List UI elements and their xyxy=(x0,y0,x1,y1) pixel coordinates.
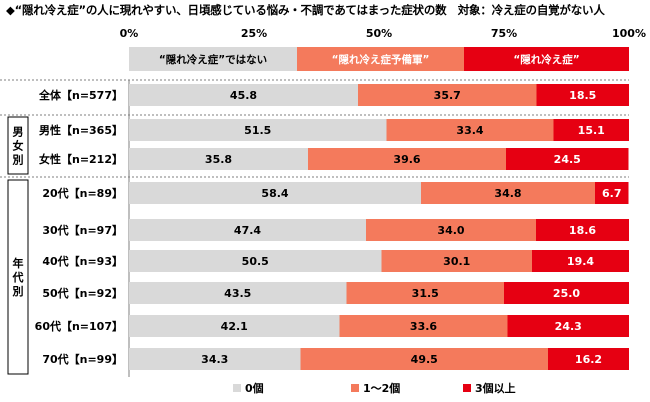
category-label: 60代【n=107】 xyxy=(35,319,123,333)
bar-segment xyxy=(129,182,421,204)
x-tick-label: 25% xyxy=(241,27,267,40)
data-label: 31.5 xyxy=(412,287,439,300)
header-segment-label: “隠れ冷え症予備軍” xyxy=(332,53,430,66)
category-label: 40代【n=93】 xyxy=(42,254,123,268)
data-label: 18.6 xyxy=(569,224,596,237)
bar-segment xyxy=(346,282,504,304)
group-box xyxy=(7,179,29,375)
data-label: 33.4 xyxy=(456,124,483,137)
bar-segment xyxy=(504,282,629,304)
header-segment xyxy=(129,47,297,71)
data-label: 39.6 xyxy=(393,153,420,166)
data-label: 6.7 xyxy=(602,187,622,200)
data-label: 34.3 xyxy=(201,353,228,366)
bar-segment xyxy=(129,282,347,304)
data-label: 33.6 xyxy=(410,320,437,333)
legend-label: 0個 xyxy=(245,381,264,395)
legend-swatch xyxy=(351,384,359,392)
category-label: 女性【n=212】 xyxy=(39,152,123,166)
category-label: 50代【n=92】 xyxy=(42,286,123,300)
data-label: 24.3 xyxy=(555,320,582,333)
header-segment xyxy=(464,47,629,71)
bar-segment xyxy=(507,315,629,337)
bar-segment xyxy=(366,219,536,241)
data-label: 25.0 xyxy=(553,287,580,300)
bar-segment xyxy=(536,84,629,106)
header-segment xyxy=(297,47,464,71)
x-tick-label: 75% xyxy=(491,27,517,40)
x-tick-label: 100% xyxy=(612,27,646,40)
bar-segment xyxy=(386,119,554,141)
bar-segment xyxy=(129,148,308,170)
legend-swatch xyxy=(233,384,241,392)
bar-segment xyxy=(129,315,340,337)
legend-label: 1～2個 xyxy=(363,381,400,395)
group-label-char: 年 xyxy=(13,256,24,270)
data-label: 24.5 xyxy=(554,153,581,166)
bar-segment xyxy=(129,119,387,141)
data-label: 58.4 xyxy=(261,187,288,200)
bar-segment xyxy=(308,148,506,170)
bar-segment xyxy=(129,219,366,241)
data-label: 35.7 xyxy=(434,89,461,102)
data-label: 49.5 xyxy=(411,353,438,366)
bar-segment xyxy=(532,250,629,272)
data-label: 47.4 xyxy=(234,224,261,237)
data-label: 43.5 xyxy=(224,287,251,300)
bar-segment xyxy=(421,182,595,204)
data-label: 34.0 xyxy=(437,224,464,237)
bar-segment xyxy=(358,84,537,106)
category-label: 70代【n=99】 xyxy=(42,352,123,366)
header-segment-label: “隠れ冷え症”ではない xyxy=(159,53,267,66)
data-label: 16.2 xyxy=(575,353,602,366)
data-label: 45.8 xyxy=(230,89,257,102)
group-box xyxy=(7,116,29,175)
x-tick-label: 0% xyxy=(120,27,139,40)
data-label: 50.5 xyxy=(242,255,269,268)
category-label: 男性【n=365】 xyxy=(39,123,123,137)
legend-swatch xyxy=(463,384,471,392)
bar-segment xyxy=(339,315,508,337)
bar-segment xyxy=(548,348,629,370)
data-label: 34.8 xyxy=(494,187,521,200)
group-label-char: 別 xyxy=(12,284,24,298)
group-label-char: 男 xyxy=(13,126,24,139)
legend-label: 3個以上 xyxy=(475,381,516,395)
category-label: 30代【n=97】 xyxy=(42,223,123,237)
data-label: 35.8 xyxy=(205,153,232,166)
bar-segment xyxy=(129,84,358,106)
header-segment-label: “隠れ冷え症” xyxy=(513,53,579,66)
data-label: 51.5 xyxy=(244,124,271,137)
category-label: 20代【n=89】 xyxy=(42,186,123,200)
bar-segment xyxy=(300,348,548,370)
group-label-char: 女 xyxy=(13,139,24,153)
data-label: 15.1 xyxy=(578,124,605,137)
group-label-char: 代 xyxy=(12,270,24,284)
bar-segment xyxy=(536,219,629,241)
bar-segment xyxy=(129,348,301,370)
bar-segment xyxy=(595,182,629,204)
bar-segment xyxy=(129,250,382,272)
data-label: 18.5 xyxy=(569,89,596,102)
data-label: 30.1 xyxy=(443,255,470,268)
data-label: 19.4 xyxy=(567,255,594,268)
data-label: 42.1 xyxy=(221,320,248,333)
chart-title: ◆“隠れ冷え症”の人に現れやすい、日頃感じている悩み・不調であてはまった症状の数… xyxy=(6,3,605,17)
bar-segment xyxy=(506,148,629,170)
x-tick-label: 50% xyxy=(366,27,392,40)
category-label: 全体【n=577】 xyxy=(38,88,123,102)
bar-segment xyxy=(381,250,532,272)
group-label-char: 別 xyxy=(12,153,24,167)
bar-segment xyxy=(553,119,629,141)
